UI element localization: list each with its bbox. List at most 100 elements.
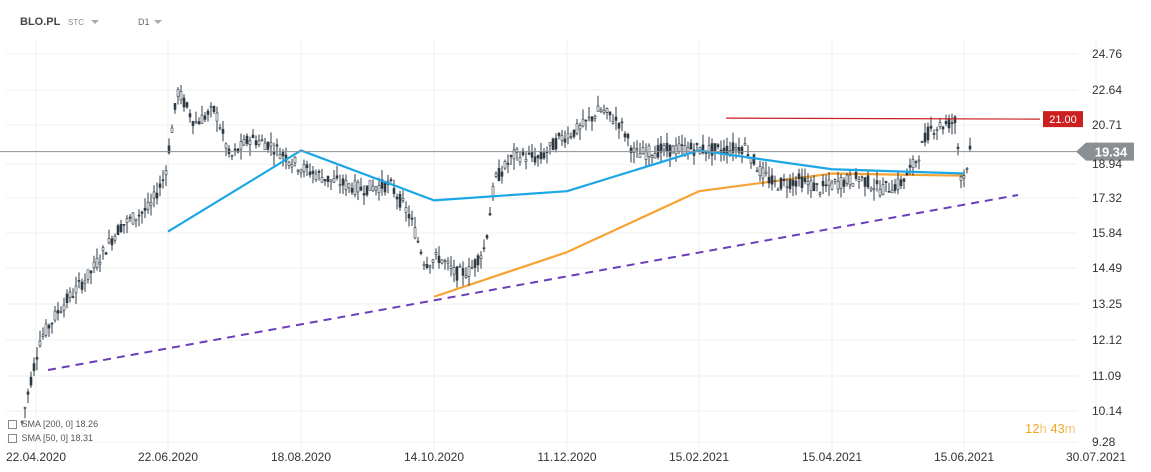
candle (62, 297, 66, 318)
current-price-tag (1076, 142, 1134, 161)
candle (530, 143, 534, 162)
candle (233, 143, 237, 156)
candle (638, 142, 642, 158)
y-tick-label: 20.71 (1092, 118, 1122, 132)
candle (872, 178, 876, 201)
legend-sma-50[interactable]: SMA [50, 0] 18.31 (8, 433, 93, 444)
candle (887, 182, 891, 193)
candle (560, 129, 564, 146)
support-trendline[interactable] (47, 194, 1019, 371)
resistance-line[interactable] (725, 117, 1041, 120)
candle (254, 135, 258, 149)
candle (305, 160, 309, 176)
candle (353, 174, 357, 198)
candle (407, 205, 411, 227)
candle (758, 160, 762, 182)
candle (680, 134, 684, 157)
y-tick-label: 18.94 (1092, 157, 1122, 171)
candle (935, 126, 939, 141)
y-tick-label: 14.49 (1092, 261, 1122, 275)
candle (743, 137, 747, 146)
candle (26, 388, 30, 404)
candle (179, 85, 183, 105)
candle (344, 174, 348, 197)
candle (431, 258, 435, 270)
timeframe-label[interactable]: D1 (138, 17, 150, 27)
candle-countdown: 12h 43m (1025, 421, 1076, 436)
candle (398, 190, 402, 211)
sma-50-line[interactable] (167, 149, 965, 233)
candle (692, 143, 696, 165)
candle (950, 113, 954, 135)
candle (482, 239, 486, 253)
candle (188, 109, 192, 123)
candle (47, 323, 51, 337)
candle (890, 180, 894, 194)
symbol-dropdown-chevron-icon[interactable] (91, 20, 99, 24)
candle (290, 158, 294, 174)
candle (155, 182, 159, 205)
candle (476, 253, 480, 272)
candle (509, 154, 513, 165)
candle (173, 102, 177, 114)
candle (767, 166, 771, 189)
candle (131, 212, 135, 225)
candle (50, 322, 54, 334)
legend-settings-icon[interactable] (8, 434, 17, 444)
candle (506, 154, 510, 174)
candle (917, 155, 921, 170)
candle (260, 134, 264, 142)
candle (542, 147, 546, 160)
candle (707, 136, 711, 160)
candle (848, 170, 852, 190)
candle (524, 152, 528, 170)
candle (545, 146, 549, 164)
market-label: STC (68, 18, 84, 27)
candle (626, 132, 630, 147)
candle (536, 154, 540, 167)
candle (107, 229, 111, 245)
candle (866, 169, 870, 190)
candle (635, 140, 639, 158)
candle (158, 175, 162, 197)
candle (71, 288, 75, 299)
candle (497, 159, 501, 182)
candle (242, 134, 246, 147)
candle (878, 180, 882, 198)
legend-settings-icon[interactable] (8, 420, 17, 430)
candle (23, 406, 27, 419)
candle (230, 154, 234, 161)
y-tick-label: 17.32 (1092, 191, 1122, 205)
candle (761, 161, 765, 187)
x-axis: 22.04.2020 22.06.2020 18.08.2020 14.10.2020… (6, 450, 1126, 464)
candle (944, 114, 948, 127)
candle (35, 347, 39, 371)
candle (941, 125, 945, 135)
candle (662, 142, 666, 157)
candle (863, 177, 867, 197)
candle (101, 245, 105, 260)
candle (473, 258, 477, 277)
candle (41, 327, 45, 340)
timeframe-dropdown-chevron-icon[interactable] (154, 20, 162, 24)
sma-200-line[interactable] (433, 172, 965, 298)
candle (140, 210, 144, 224)
candle (38, 330, 42, 348)
candle (527, 145, 531, 156)
candle (374, 185, 378, 196)
candle (437, 246, 441, 269)
candle (623, 131, 627, 142)
y-tick-label: 10.14 (1092, 404, 1122, 418)
legend-sma-200[interactable]: SMA [200, 0] 18.26 (8, 419, 98, 430)
candle (428, 264, 432, 274)
x-tick-label: 15.04.2021 (802, 450, 862, 464)
symbol-label[interactable]: BLO.PL (20, 16, 61, 28)
candle (593, 114, 597, 123)
candle (452, 259, 456, 283)
candle (104, 251, 108, 255)
candle (236, 147, 240, 154)
candle (29, 371, 33, 388)
candle (782, 173, 786, 187)
candle (800, 168, 804, 193)
